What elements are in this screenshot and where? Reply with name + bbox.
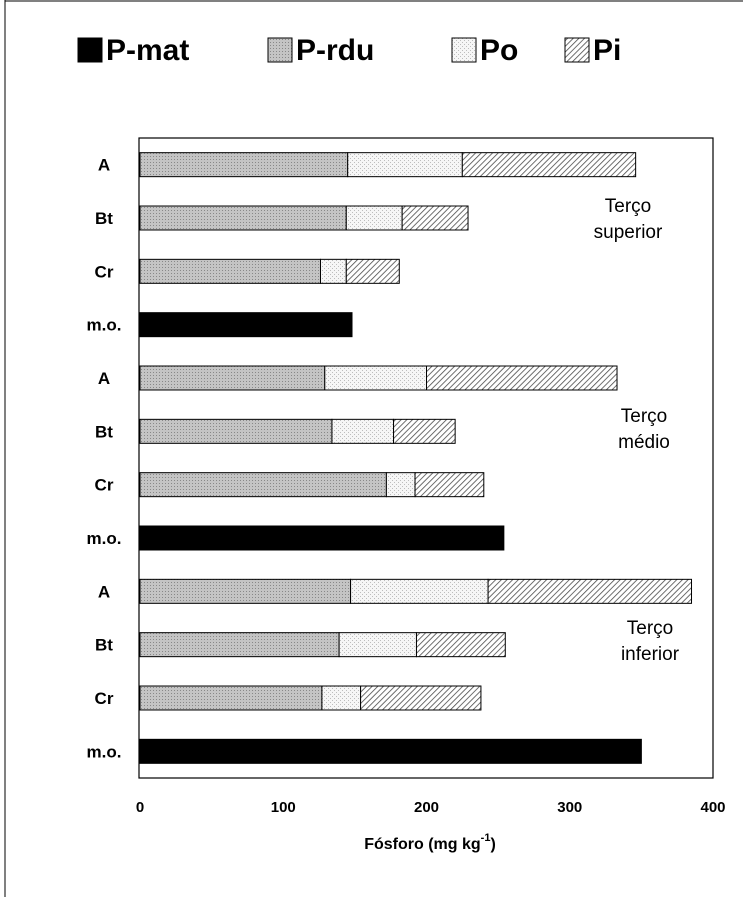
legend-label-p-mat: P-mat <box>106 34 189 67</box>
bar-pi-9 <box>415 632 506 658</box>
bar-po-2 <box>319 258 347 284</box>
bar-p-rdu-2 <box>139 258 321 284</box>
category-label-0: A <box>98 156 110 175</box>
section-label-2-line-1: inferior <box>621 644 680 665</box>
section-labels: Terço superior Terço médio Terço inferior <box>594 196 680 665</box>
bar-p-rdu-10 <box>139 685 323 711</box>
category-label-11: m.o. <box>87 742 122 761</box>
section-label-0-line-1: superior <box>594 222 663 243</box>
bar-pi-10 <box>360 685 482 711</box>
section-label-1-line-0: Terço <box>621 406 667 427</box>
x-tick-200: 200 <box>414 799 439 816</box>
bar-pi-8 <box>487 578 693 604</box>
section-label-0-line-0: Terço <box>605 196 651 217</box>
bar-po-5 <box>331 418 395 444</box>
bar-p-rdu-1 <box>139 205 347 231</box>
legend-swatch-pi <box>564 37 590 63</box>
bar-p-rdu-4 <box>139 365 326 391</box>
bar-p-mat-7 <box>139 525 505 551</box>
category-label-1: Bt <box>95 209 113 228</box>
category-label-10: Cr <box>95 689 114 708</box>
bar-p-mat-3 <box>139 312 353 338</box>
bar-p-rdu-6 <box>139 472 387 498</box>
bar-po-6 <box>385 472 416 498</box>
bar-po-0 <box>347 152 463 178</box>
section-label-1-line-1: médio <box>618 432 670 453</box>
bar-pi-6 <box>414 472 485 498</box>
x-tick-labels: 0 100 200 300 400 <box>136 799 726 816</box>
bar-po-4 <box>324 365 428 391</box>
legend-swatch-po <box>451 37 477 63</box>
legend: P-mat P-rdu Po Pi <box>77 34 621 67</box>
legend-swatch-p-rdu <box>267 37 293 63</box>
legend-label-pi: Pi <box>593 34 621 67</box>
bar-p-rdu-9 <box>139 632 340 658</box>
category-label-9: Bt <box>95 636 113 655</box>
category-label-4: A <box>98 369 110 388</box>
bar-pi-1 <box>401 205 469 231</box>
bar-po-8 <box>350 578 489 604</box>
x-tick-400: 400 <box>700 799 725 816</box>
category-labels: A Bt Cr m.o. A Bt Cr m.o. A Bt Cr m.o. <box>87 156 122 762</box>
bar-p-rdu-8 <box>139 578 352 604</box>
category-label-6: Cr <box>95 476 114 495</box>
plot-area <box>138 137 714 779</box>
x-tick-300: 300 <box>557 799 582 816</box>
category-label-5: Bt <box>95 422 113 441</box>
bar-pi-0 <box>461 152 637 178</box>
category-label-3: m.o. <box>87 316 122 335</box>
legend-swatch-p-mat <box>77 37 103 63</box>
bar-pi-4 <box>426 365 618 391</box>
section-label-2-line-0: Terço <box>627 618 673 639</box>
bar-po-10 <box>321 685 362 711</box>
bar-p-rdu-5 <box>139 418 333 444</box>
x-tick-0: 0 <box>136 799 144 816</box>
x-axis-title-suffix: ) <box>490 836 495 853</box>
bar-p-mat-11 <box>139 738 642 764</box>
bar-po-9 <box>338 632 417 658</box>
category-label-7: m.o. <box>87 529 122 548</box>
legend-label-p-rdu: P-rdu <box>296 34 374 67</box>
x-axis-title-superscript: -1 <box>481 832 491 844</box>
bar-po-1 <box>345 205 403 231</box>
bar-p-rdu-0 <box>139 152 349 178</box>
x-tick-100: 100 <box>271 799 296 816</box>
x-axis-title-main: Fósforo (mg kg <box>364 836 480 853</box>
x-axis-title: Fósforo (mg kg-1) <box>364 832 496 853</box>
category-label-2: Cr <box>95 262 114 281</box>
category-label-8: A <box>98 582 110 601</box>
bar-pi-2 <box>345 258 400 284</box>
bars <box>139 152 693 764</box>
legend-label-po: Po <box>480 34 518 67</box>
bar-pi-5 <box>393 418 456 444</box>
